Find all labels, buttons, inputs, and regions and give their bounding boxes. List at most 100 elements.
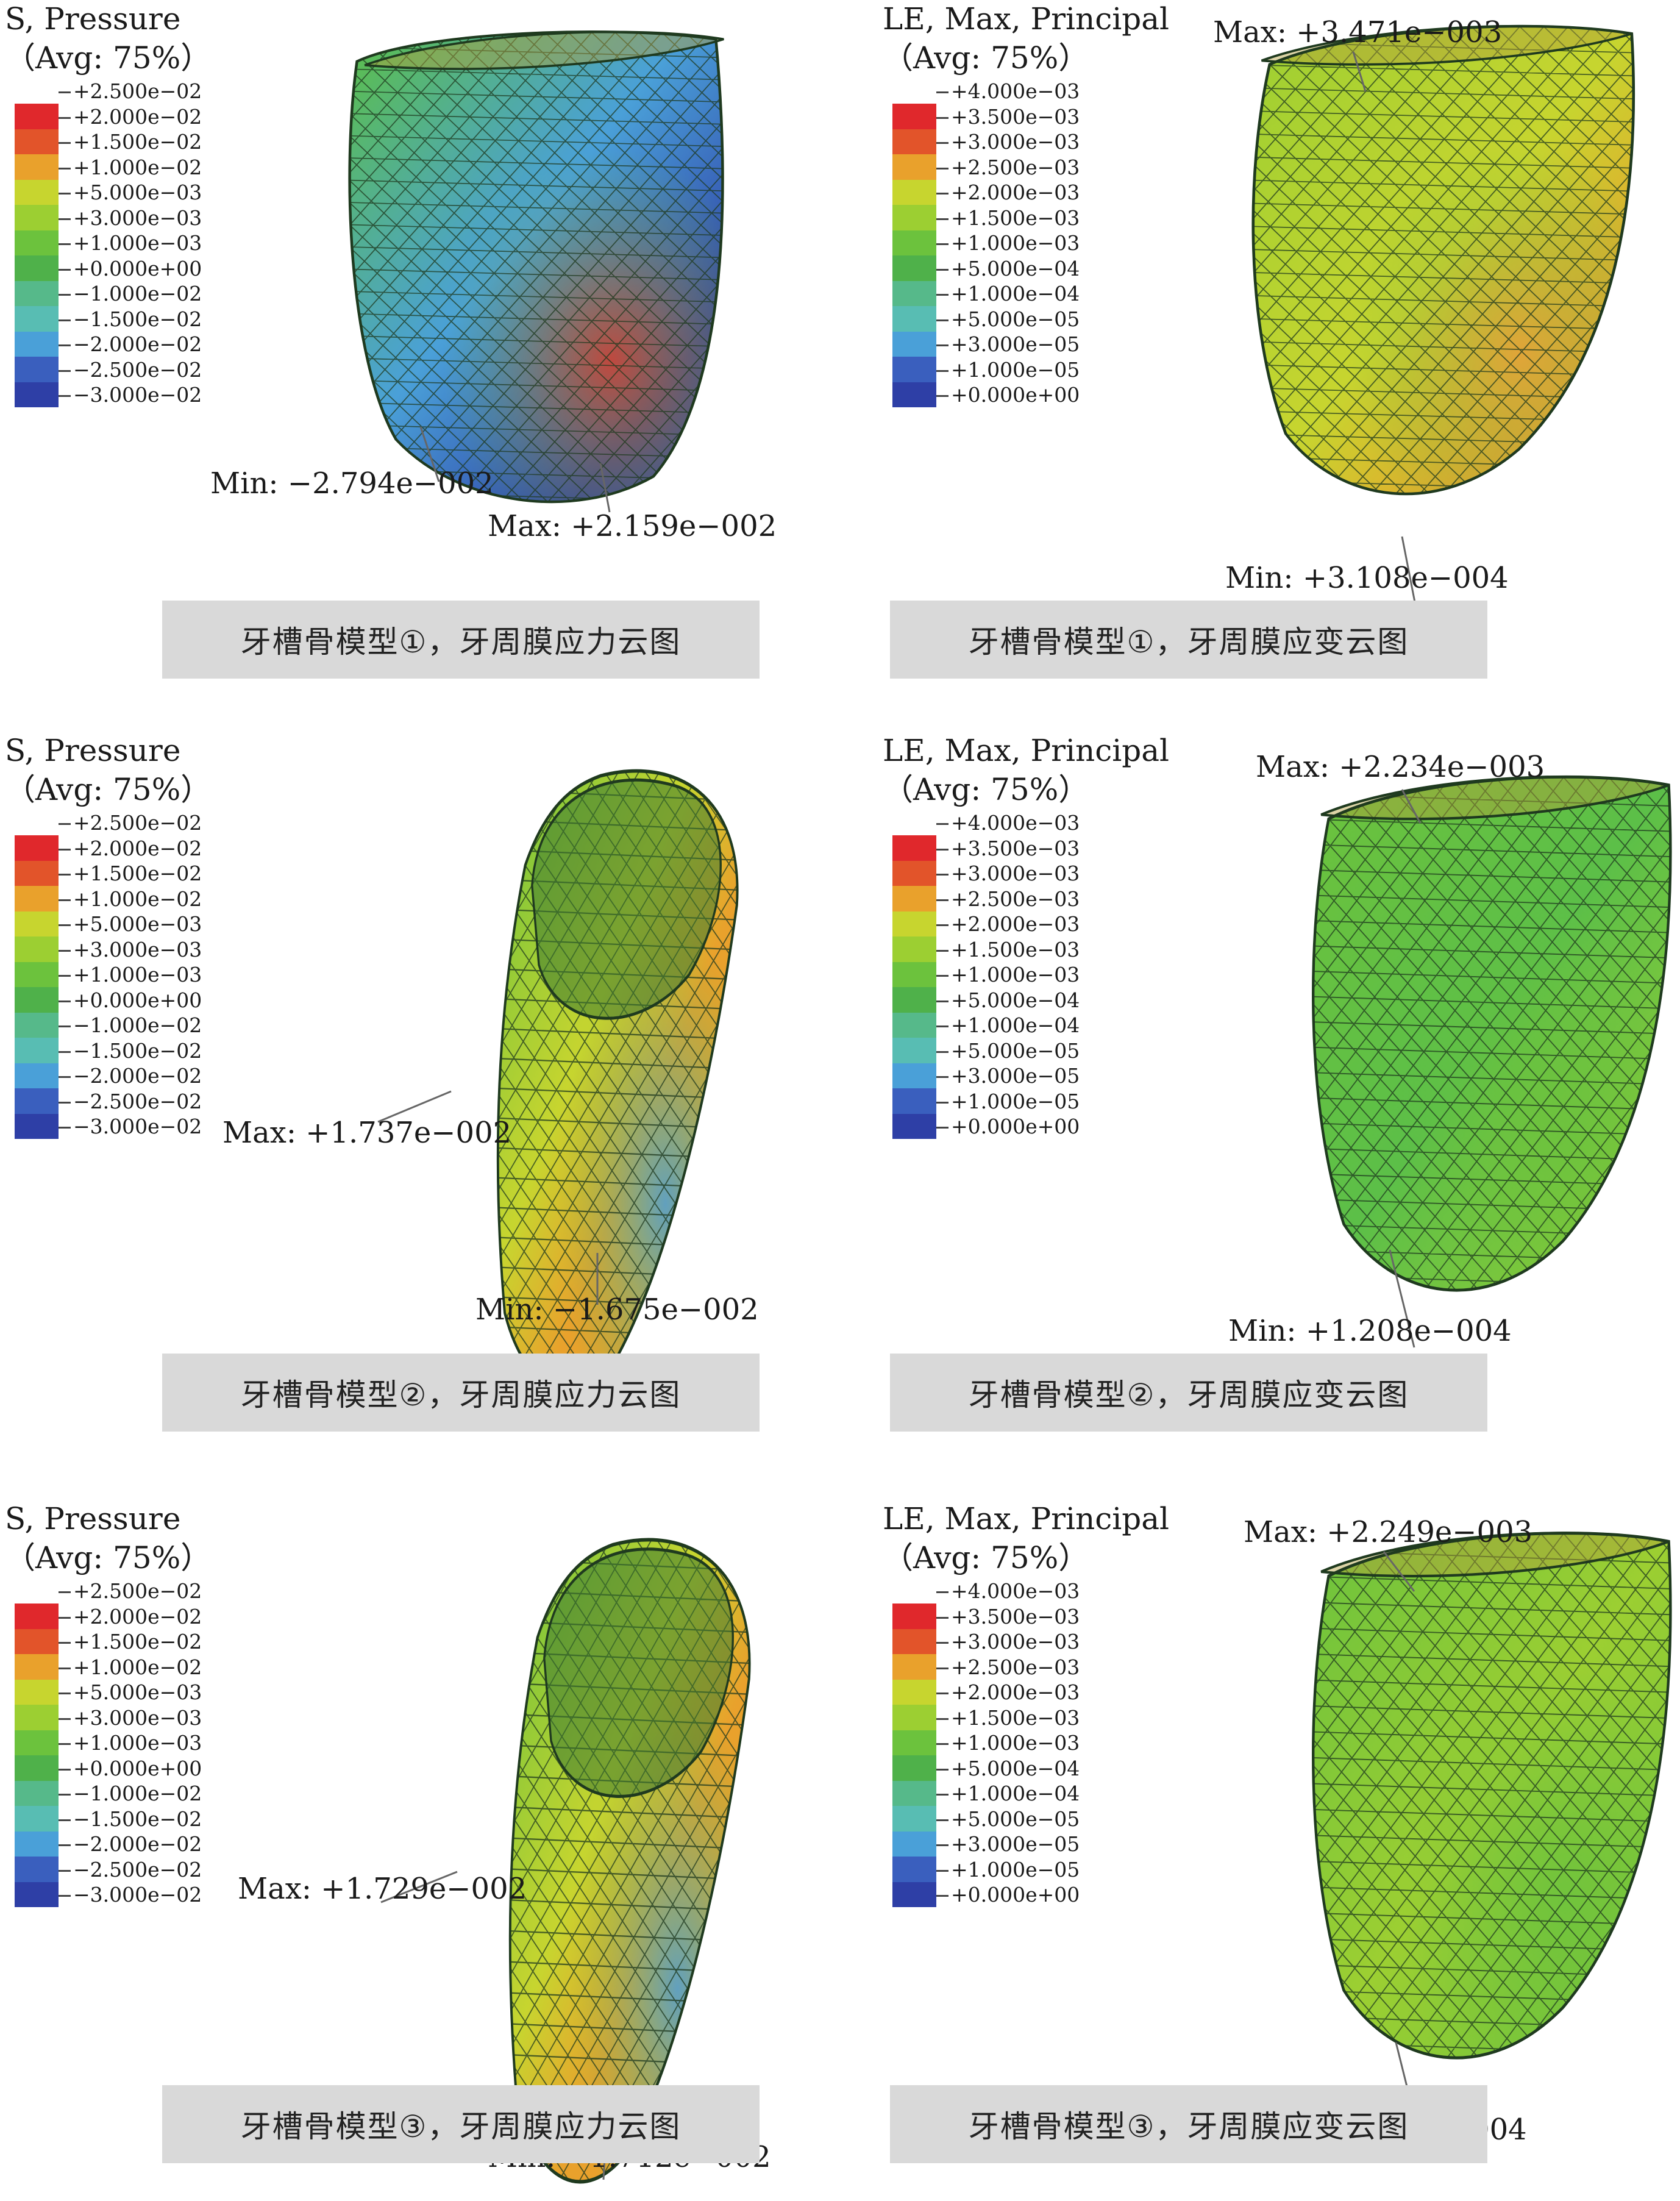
legend-tick-label: +0.000e+00	[951, 1883, 1080, 1907]
panel-caption-bar: 牙槽骨模型①，牙周膜应力云图	[162, 601, 760, 679]
legend-tick	[936, 1000, 949, 1002]
legend-tick-label: +3.000e−03	[73, 1705, 202, 1730]
legend-tick	[936, 294, 949, 296]
legend-tick-label: −1.500e−02	[73, 1807, 202, 1831]
legend-swatch	[892, 1113, 936, 1139]
panel-caption: 牙槽骨模型③，牙周膜应力云图	[240, 2109, 682, 2144]
legend-tick-label: +2.500e−03	[951, 155, 1080, 179]
mesh-element-edges	[1253, 26, 1634, 494]
panel-6-strain: LE, Max, Principal （Avg: 75%） +4.000e−03 +3…	[878, 1500, 1672, 2201]
legend-tick	[59, 1768, 71, 1771]
legend-tick	[936, 344, 949, 346]
legend-tick	[59, 874, 71, 876]
legend-tick	[59, 369, 71, 372]
legend-tick-label: +1.000e−04	[951, 1782, 1080, 1805]
legend-tick-label: +2.500e−02	[73, 79, 202, 103]
legend-swatch	[892, 1780, 936, 1806]
mesh-contour-plot	[508, 1538, 751, 2184]
legend-swatch	[15, 1730, 59, 1755]
legend-tick-label: +1.500e−02	[73, 1630, 202, 1653]
mesh-contour-plot	[496, 769, 739, 1391]
legend-swatch	[892, 835, 936, 861]
legend-tick-label: +5.000e−04	[951, 256, 1080, 280]
legend-tick-label: +1.000e−04	[951, 282, 1080, 305]
legend-tick	[59, 1026, 71, 1027]
legend-tick-label: +0.000e+00	[951, 383, 1080, 407]
legend-tick	[936, 1794, 949, 1796]
legend-tick-label: +2.500e−03	[951, 886, 1080, 911]
legend-averaging-note: （Avg: 75%）	[883, 772, 1089, 807]
mesh-outline	[1312, 1532, 1672, 2060]
panel-caption: 牙槽骨模型①，牙周膜应力云图	[240, 624, 682, 660]
legend-swatch	[892, 1038, 936, 1063]
legend-swatch	[15, 1113, 59, 1139]
mesh-contour-plot	[1312, 775, 1672, 1292]
legend-tick	[936, 899, 949, 901]
legend-swatch	[15, 179, 59, 205]
legend-tick	[59, 1718, 71, 1720]
legend-swatch	[15, 1679, 59, 1705]
legend-swatch	[892, 205, 936, 230]
legend-tick	[936, 1642, 949, 1644]
legend-tick-label: +1.500e−03	[951, 937, 1080, 961]
legend-tick	[936, 823, 949, 825]
legend-tick-label: +0.000e+00	[73, 1756, 202, 1780]
legend-swatch	[892, 331, 936, 357]
legend-tick-label: +1.000e−05	[951, 1857, 1080, 1882]
legend-averaging-note: （Avg: 75%）	[5, 1540, 212, 1575]
legend-tick	[936, 1718, 949, 1720]
legend-tick	[936, 243, 949, 245]
legend-tick-label: −2.000e−02	[73, 1064, 202, 1088]
legend-swatch	[15, 1628, 59, 1654]
legend-tick-label: +2.000e−02	[73, 836, 202, 860]
annotation-leader-lines	[377, 1090, 599, 1305]
legend-swatch	[892, 1603, 936, 1629]
legend-tick	[59, 1616, 71, 1619]
legend-swatch	[15, 1088, 59, 1114]
legend-swatch	[892, 382, 936, 407]
legend-tick-label: +3.000e−05	[951, 332, 1080, 356]
legend-swatch	[892, 357, 936, 382]
max-leader-line	[380, 1871, 458, 1903]
legend-swatch	[15, 205, 59, 230]
max-annotation: Max: +2.234e−003	[1256, 750, 1545, 784]
legend-tick-label: +1.000e−03	[73, 963, 202, 986]
legend-tick	[936, 1101, 949, 1104]
legend-tick-label: +5.000e−04	[951, 1756, 1080, 1780]
legend-swatch	[892, 179, 936, 205]
legend-swatch	[892, 255, 936, 281]
legend-tick-label: +5.000e−03	[73, 912, 202, 936]
legend-swatch	[892, 860, 936, 886]
legend-tick-label: +1.500e−02	[73, 130, 202, 154]
panel-1-stress: S, Pressure （Avg: 75%） +2.500e−02 +2.000e−0…	[0, 0, 777, 701]
legend-swatch	[892, 1628, 936, 1654]
legend-tick-label: +2.000e−02	[73, 1604, 202, 1628]
legend-tick-label: +2.500e−03	[951, 1655, 1080, 1679]
legend-swatch	[892, 911, 936, 936]
legend-tick	[59, 1127, 71, 1129]
legend-swatch	[15, 1806, 59, 1832]
legend-tick	[936, 319, 949, 321]
panel-2-strain: LE, Max, Principal （Avg: 75%） +4.000e−03 +3…	[878, 0, 1646, 701]
legend-swatch	[15, 129, 59, 154]
legend-tick-label: +1.000e−03	[951, 231, 1080, 255]
legend-swatch	[15, 1780, 59, 1806]
legend-tick	[936, 1051, 949, 1053]
legend-tick	[59, 1642, 71, 1644]
legend-tick-label: −1.500e−02	[73, 307, 202, 331]
legend-tick	[936, 91, 949, 93]
legend-swatch	[892, 1806, 936, 1832]
max-leader-line	[377, 1090, 452, 1123]
legend-swatch	[15, 1654, 59, 1680]
max-annotation: Max: +2.159e−002	[488, 509, 777, 543]
legend-tick-label: −3.000e−02	[73, 1115, 202, 1138]
panel-caption-bar: 牙槽骨模型①，牙周膜应变云图	[890, 601, 1487, 679]
min-annotation: Min: −1.675e−002	[475, 1293, 759, 1327]
legend-swatch	[892, 1705, 936, 1730]
contour-hotspot	[1253, 26, 1634, 494]
min-annotation: Min: +3.108e−004	[1225, 561, 1509, 595]
legend-swatch	[892, 961, 936, 987]
mesh-element-edges	[1313, 1533, 1671, 2058]
legend-averaging-note: （Avg: 75%）	[883, 40, 1089, 76]
legend-tick	[59, 116, 71, 119]
